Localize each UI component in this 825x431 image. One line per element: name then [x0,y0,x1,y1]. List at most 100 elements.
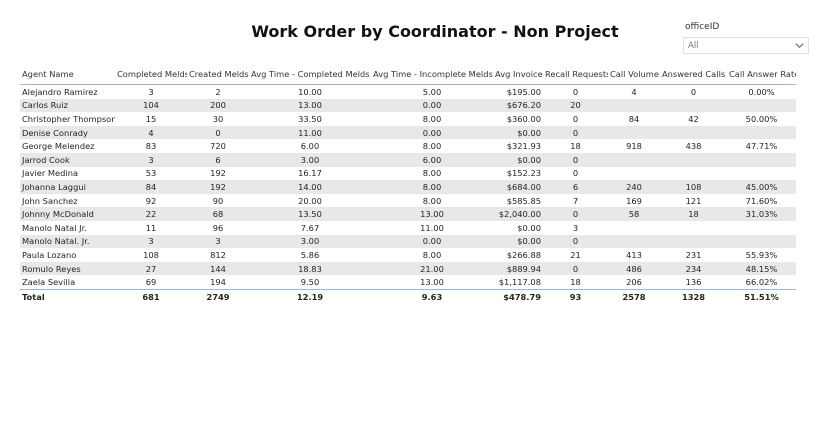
table-cell-avg-time-completed: 33.50 [298,113,322,124]
table-cell-call-answer-rate: 45.00% [727,180,796,194]
table-cell-call-volume [608,125,660,140]
table-cell-recall-requests: 0 [543,125,608,140]
table-cell-avg-time-completed: 6.00 [300,141,320,152]
table-cell-avg-time-completed: 3.00 [249,152,371,167]
table-cell-agent-name: Johanna Laggui [20,180,115,194]
table-cell-call-answer-rate [727,125,796,140]
table-row: Denise Conrady 4 0 11.00 0.00 $0.00 0 [20,125,796,140]
table-row: Manolo Natal Jr. 11 96 7.67 11.00 $0.00 3 [20,221,796,235]
table-cell-call-volume: 84 [628,113,640,124]
table-cell-avg-time-completed: 14.00 [249,180,371,194]
column-header-call-volume[interactable]: Call Volume [608,64,660,85]
table-cell-created-melds: 812 [210,249,226,260]
table-cell-recall-requests: 3 [572,222,579,233]
table-cell-created-melds: 90 [212,195,224,206]
table-cell-avg-time-incomplete: 8.00 [422,168,442,179]
table-row: Romulo Reyes 27 144 18.83 21.00 $889.94 0 486 23… [20,261,796,276]
table-cell-avg-time-incomplete: 6.00 [371,152,493,167]
table-row: Johanna Laggui 84 192 14.00 8.00 $684.00 6 240 1… [20,180,796,194]
table-cell-created-melds: 144 [187,261,249,276]
table-cell-created-melds: 6 [187,152,249,167]
table-cell-completed-melds: 104 [115,98,187,113]
table-cell-recall-requests: 0 [572,168,579,179]
table-cell-avg-time-incomplete: 8.00 [422,113,442,124]
table-cell-call-volume: 486 [608,261,660,276]
table-cell-agent-name: Paula Lozano [22,249,77,260]
table-cell-agent-name: Manolo Natal Jr. [22,222,87,233]
table-cell-avg-time-incomplete: 5.00 [422,86,442,97]
chevron-down-icon[interactable] [794,40,805,51]
table-cell-created-melds: 200 [187,98,249,113]
column-header-created-melds[interactable]: Created Melds [187,64,249,85]
table-body: Alejandro Ramirez 3 2 10.00 5.00 $195.00 0 4 0 0.… [20,85,796,290]
table-cell-avg-time-incomplete: 11.00 [420,222,444,233]
table-cell-completed-melds: 11 [145,222,157,233]
table-cell-avg-time-incomplete: 21.00 [371,261,493,276]
table-cell-answered-calls [660,167,727,181]
table-cell-avg-time-completed: 11.00 [249,125,371,140]
table-cell-answered-calls: 108 [660,180,727,194]
coordinator-table: Agent Name Completed Melds Created Melds Av… [20,64,796,304]
table-cell-agent-name: Johnny McDonald [20,207,115,221]
table-cell-created-melds: 192 [210,168,226,179]
table-cell-answered-calls [660,125,727,140]
table-cell-agent-name: Javier Medina [22,168,79,179]
column-header-avg-time-incomplete[interactable]: Avg Time - Incomplete Melds [371,64,493,85]
column-header-agent-name[interactable]: Agent Name [20,64,115,85]
table-cell-avg-invoice: $585.85 [506,195,541,206]
table-row: George Melendez 83 720 6.00 8.00 $321.93 18 918… [20,139,796,153]
table-cell-avg-invoice: $152.23 [506,168,541,179]
column-header-recall-requests[interactable]: Recall Requests [543,64,608,85]
table-cell-answered-calls: 0 [690,86,697,97]
table-cell-completed-melds: 84 [115,180,187,194]
header-row: Agent Name Completed Melds Created Melds Av… [20,64,796,85]
table-cell-recall-requests: 21 [570,249,581,260]
table-row: John Sanchez 92 90 20.00 8.00 $585.85 7 169 121 7… [20,194,796,208]
table-cell-answered-calls: 231 [685,249,702,260]
table-cell-created-melds: 0 [187,125,249,140]
table-cell-agent-name: John Sanchez [22,195,78,206]
table-cell-call-answer-rate: 0.00% [748,86,775,97]
table-cell-recall-requests: 18 [570,277,581,288]
table-cell-completed-melds: 53 [145,168,157,179]
table-cell-answered-calls [660,221,727,235]
table-cell-call-volume: 169 [626,195,642,206]
table-cell-avg-time-incomplete: 8.00 [371,180,493,194]
total-cell-avg-time-completed: 12.19 [249,288,371,304]
table-cell-answered-calls: 234 [660,261,727,276]
table-cell-completed-melds: 92 [145,195,157,206]
table-cell-avg-time-incomplete: 13.00 [420,277,444,288]
table-cell-avg-time-incomplete: 8.00 [422,141,442,152]
table-cell-call-volume: 413 [626,249,642,260]
table-cell-recall-requests: 18 [570,141,581,152]
table-cell-answered-calls [660,98,727,113]
column-header-completed-melds[interactable]: Completed Melds [115,64,187,85]
table-cell-agent-name: Christopher Thompson [22,113,115,124]
table-cell-completed-melds: 4 [115,125,187,140]
table-cell-answered-calls: 18 [660,207,727,221]
table-cell-avg-invoice: $321.93 [506,141,541,152]
column-header-call-answer-rate[interactable]: Call Answer Rate [727,64,796,85]
table-cell-call-volume: 206 [626,277,642,288]
table-cell-created-melds: 720 [210,141,226,152]
table-cell-call-volume: 58 [608,207,660,221]
table-row: Paula Lozano 108 812 5.86 8.00 $266.88 21 413 23… [20,248,796,262]
column-header-answered-calls[interactable]: Answered Calls [660,64,727,85]
table-cell-completed-melds: 15 [145,113,157,124]
total-cell-avg-time-incomplete: 9.63 [371,288,493,304]
table-cell-agent-name: Carlos Ruiz [20,98,115,113]
total-cell-avg-invoice: $478.79 [493,288,543,304]
table-cell-avg-time-incomplete: 0.00 [371,234,493,249]
column-header-avg-time-completed[interactable]: Avg Time - Completed Melds [249,64,371,85]
table-cell-recall-requests: 0 [543,234,608,249]
table-cell-call-answer-rate [727,221,796,235]
table-cell-completed-melds: 22 [115,207,187,221]
table-cell-agent-name: Jarrod Cook [20,152,115,167]
dropdown-value: All [688,41,699,51]
office-id-dropdown[interactable]: All [683,37,809,54]
column-header-avg-invoice[interactable]: Avg Invoice [493,64,543,85]
table-row: Alejandro Ramirez 3 2 10.00 5.00 $195.00 0 4 0 0.… [20,85,796,99]
table-cell-recall-requests: 7 [572,195,579,206]
table-cell-recall-requests: 0 [543,261,608,276]
table-cell-completed-melds: 83 [145,141,157,152]
